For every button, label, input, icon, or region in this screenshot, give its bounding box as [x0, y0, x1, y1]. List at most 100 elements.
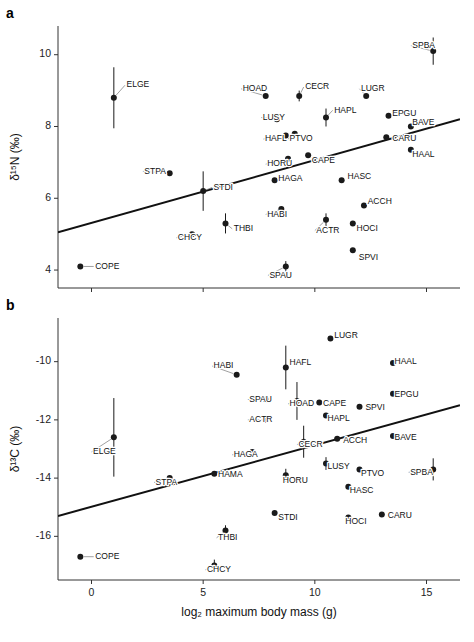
point-annotation: THBI	[218, 532, 237, 542]
point	[211, 471, 217, 477]
y-tick-label: -14	[36, 471, 51, 483]
y-tick	[54, 478, 58, 479]
point-annotation: SPVI	[359, 252, 378, 262]
leader-line	[301, 87, 304, 93]
marks	[58, 335, 460, 571]
point-annotation: COPE	[95, 261, 119, 271]
point	[334, 436, 340, 442]
point	[361, 202, 367, 208]
point-annotation: HASC	[350, 485, 374, 495]
y-tick	[54, 54, 58, 55]
figure: 46810δ¹⁵N (‰)aCOPEELGESTPASTDICHCYTHBIHA…	[0, 0, 474, 642]
point-annotation: HOCI	[345, 516, 366, 526]
point	[323, 217, 329, 223]
point	[77, 554, 83, 560]
point-annotation: HAAL	[395, 356, 417, 366]
point	[272, 177, 278, 183]
point-annotation: ELGE	[127, 79, 150, 89]
leader-line	[116, 85, 125, 95]
point	[296, 93, 302, 99]
x-axis-line	[58, 580, 460, 581]
point	[272, 510, 278, 516]
x-tick-label: 10	[309, 586, 321, 598]
x-axis-line	[58, 288, 460, 289]
y-tick	[54, 361, 58, 362]
x-tick-label: 15	[421, 586, 433, 598]
point-annotation: CARU	[388, 510, 412, 520]
x-tick	[91, 580, 92, 584]
point-annotation: CAPE	[312, 155, 335, 165]
point	[283, 364, 289, 370]
point-annotation: CECR	[305, 81, 329, 91]
point-annotation: BAVE	[412, 117, 434, 127]
point-annotation: SPAU	[269, 270, 292, 280]
y-tick-label: -12	[36, 413, 51, 425]
y-tick	[54, 536, 58, 537]
background	[0, 0, 474, 642]
point	[379, 512, 385, 518]
x-tick	[91, 288, 92, 292]
x-tick-label: 0	[89, 586, 95, 598]
y-tick-label: 8	[45, 119, 51, 131]
point-annotation: CECR	[298, 439, 322, 449]
point-annotation: HAGA	[278, 173, 302, 183]
point	[223, 220, 229, 226]
annotations: COPEELGESTPASTDICHCYTHBIHABIHAGAHOADLUSY…	[95, 40, 435, 280]
y-tick	[54, 270, 58, 271]
point-annotation: LUSY	[328, 461, 351, 471]
point	[363, 93, 369, 99]
point	[327, 335, 333, 341]
point	[386, 113, 392, 119]
point	[316, 399, 322, 405]
x-tick-label: 5	[200, 586, 206, 598]
point-annotation: THBI	[234, 223, 253, 233]
point-annotation: HAFL	[265, 133, 287, 143]
point-annotation: ELGE	[93, 446, 116, 456]
point-annotation: SPBA	[410, 467, 433, 477]
point-annotation: STPA	[156, 477, 178, 487]
point-annotation: HASC	[348, 171, 372, 181]
leader-line	[228, 226, 232, 229]
point-annotation: HAPL	[334, 105, 356, 115]
page: {"chart_data": [ {"type": "scatter", "ti…	[0, 0, 474, 642]
x-tick	[314, 580, 315, 584]
point	[339, 177, 345, 183]
point-annotation: STPA	[144, 166, 166, 176]
x-tick	[203, 580, 204, 584]
point	[200, 188, 206, 194]
axes: 051015-16-14-12-10	[36, 318, 460, 598]
point-annotation: STDI	[278, 512, 297, 522]
point-annotation: SPAU	[249, 394, 272, 404]
marks	[58, 37, 460, 275]
point-annotation: HORU	[267, 158, 292, 168]
point-annotation: HAGA	[234, 449, 258, 459]
point-annotation: SPVI	[365, 402, 384, 412]
panel-1: 051015-16-14-12-10δ¹³C (‰)log₂ maximum b…	[6, 297, 460, 619]
point-annotation: HAMA	[218, 469, 243, 479]
point	[111, 95, 117, 101]
leader-line	[84, 266, 94, 267]
point-annotation: LUSY	[263, 112, 286, 122]
regression-line	[58, 119, 460, 232]
point-annotation: CARU	[392, 133, 416, 143]
y-tick	[54, 419, 58, 420]
panel-label: b	[6, 297, 15, 313]
point	[167, 170, 173, 176]
point-annotation: HORU	[283, 475, 308, 485]
point	[357, 404, 363, 410]
point	[323, 115, 329, 121]
leader-line	[84, 556, 94, 557]
point	[383, 134, 389, 140]
axes: 46810	[39, 26, 460, 292]
point	[305, 152, 311, 158]
point-annotation: HOAD	[243, 83, 268, 93]
y-tick-label: 10	[39, 47, 51, 59]
point-annotation: ACTR	[316, 225, 339, 235]
x-tick	[203, 288, 204, 292]
point	[77, 263, 83, 269]
point-annotation: EPGU	[395, 389, 419, 399]
point-annotation: STDI	[214, 182, 233, 192]
point-annotation: HAAL	[412, 149, 434, 159]
point-annotation: HAPL	[328, 413, 350, 423]
y-tick-label: -10	[36, 354, 51, 366]
